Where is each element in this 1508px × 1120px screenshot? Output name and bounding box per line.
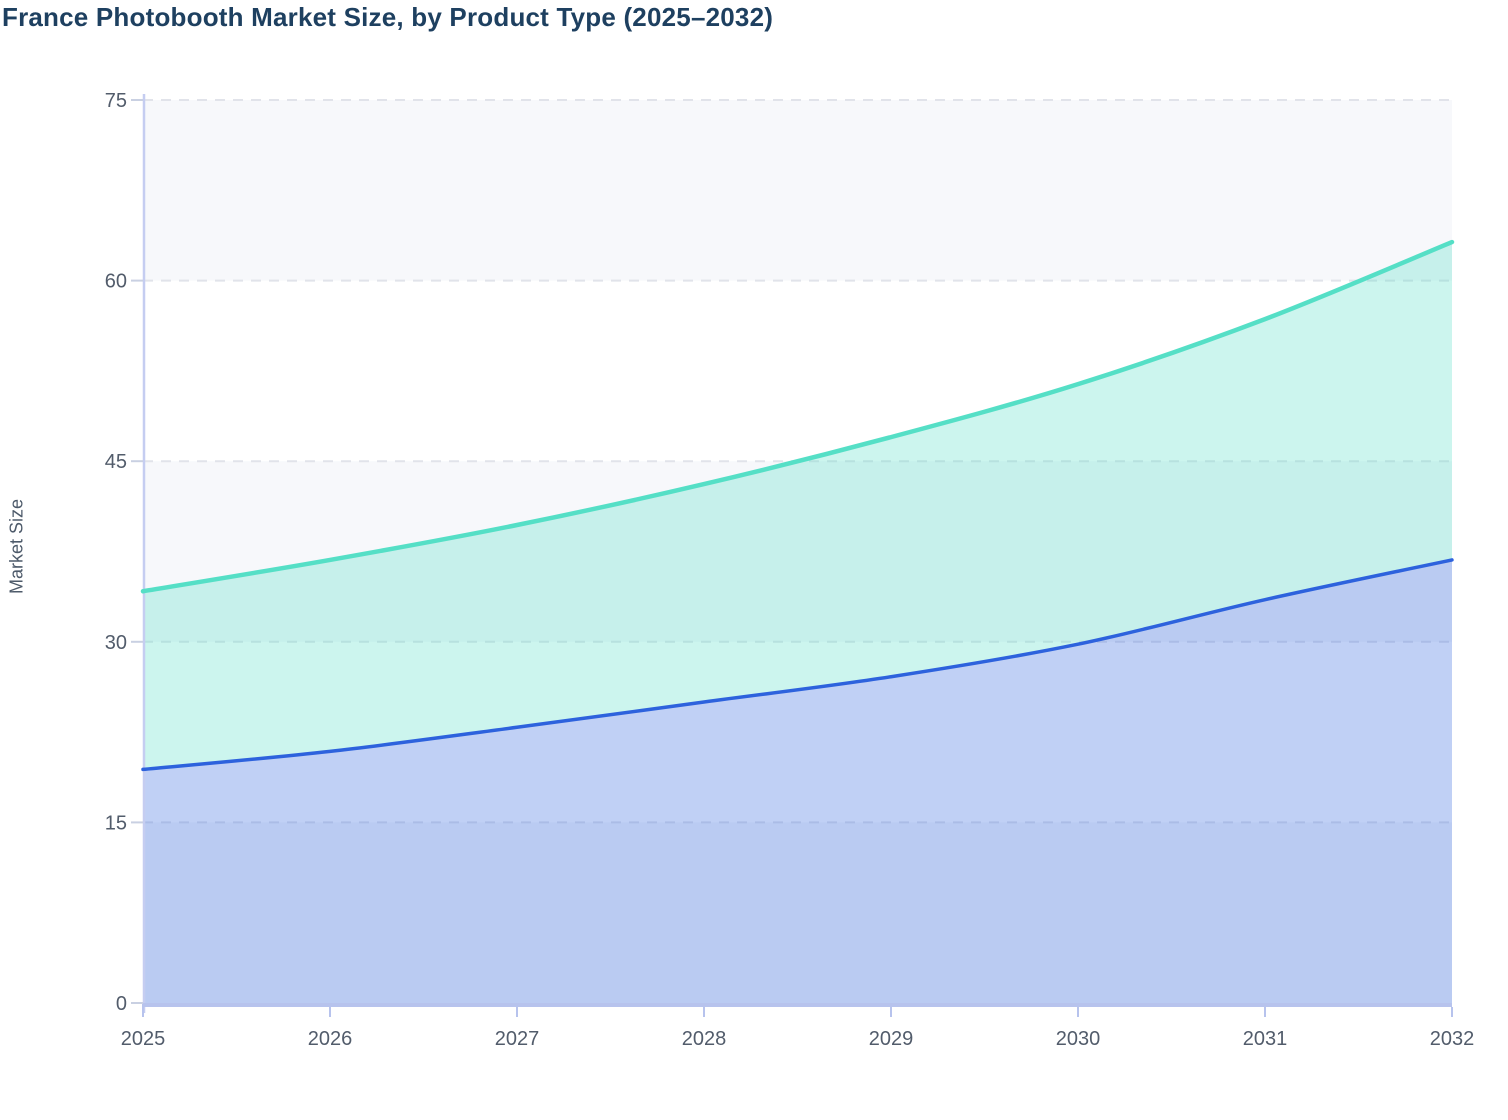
blue-area-fill [143, 559, 1452, 1003]
x-tick-label: 2030 [1056, 1028, 1101, 1050]
x-tick-label: 2028 [682, 1028, 727, 1050]
y-tick-label: 30 [105, 632, 127, 654]
y-tick-labels: 0 15 30 45 60 75 [105, 90, 127, 1015]
teal-area-fill [143, 242, 1452, 770]
background-band [143, 822, 1452, 1003]
x-tick-marks [142, 1007, 1453, 1017]
y-tick-label: 45 [105, 451, 127, 473]
area-fills [143, 242, 1452, 1003]
y-tick-label: 15 [105, 812, 127, 834]
y-tick-label: 60 [105, 271, 127, 293]
y-tick-marks [131, 99, 143, 1004]
x-tick-labels: 2025 2026 2027 2028 2029 2030 2031 2032 [121, 1028, 1475, 1050]
x-tick-label: 2031 [1243, 1028, 1288, 1050]
teal-series-line [140, 239, 1455, 594]
x-tick-label: 2029 [869, 1028, 914, 1050]
y-tick-label: 0 [116, 993, 127, 1015]
y-tick-label: 75 [105, 90, 127, 112]
chart-title: France Photobooth Market Size, by Produc… [2, 2, 774, 32]
background-band [143, 100, 1452, 281]
x-tick-label: 2027 [495, 1028, 540, 1050]
axes [142, 94, 1452, 1013]
x-tick-label: 2032 [1430, 1028, 1475, 1050]
x-tick-label: 2025 [121, 1028, 166, 1050]
background-bands [143, 100, 1452, 1003]
blue-series-line [141, 558, 1454, 772]
x-tick-label: 2026 [308, 1028, 353, 1050]
background-band [143, 461, 1452, 642]
series-curves [140, 239, 1455, 772]
